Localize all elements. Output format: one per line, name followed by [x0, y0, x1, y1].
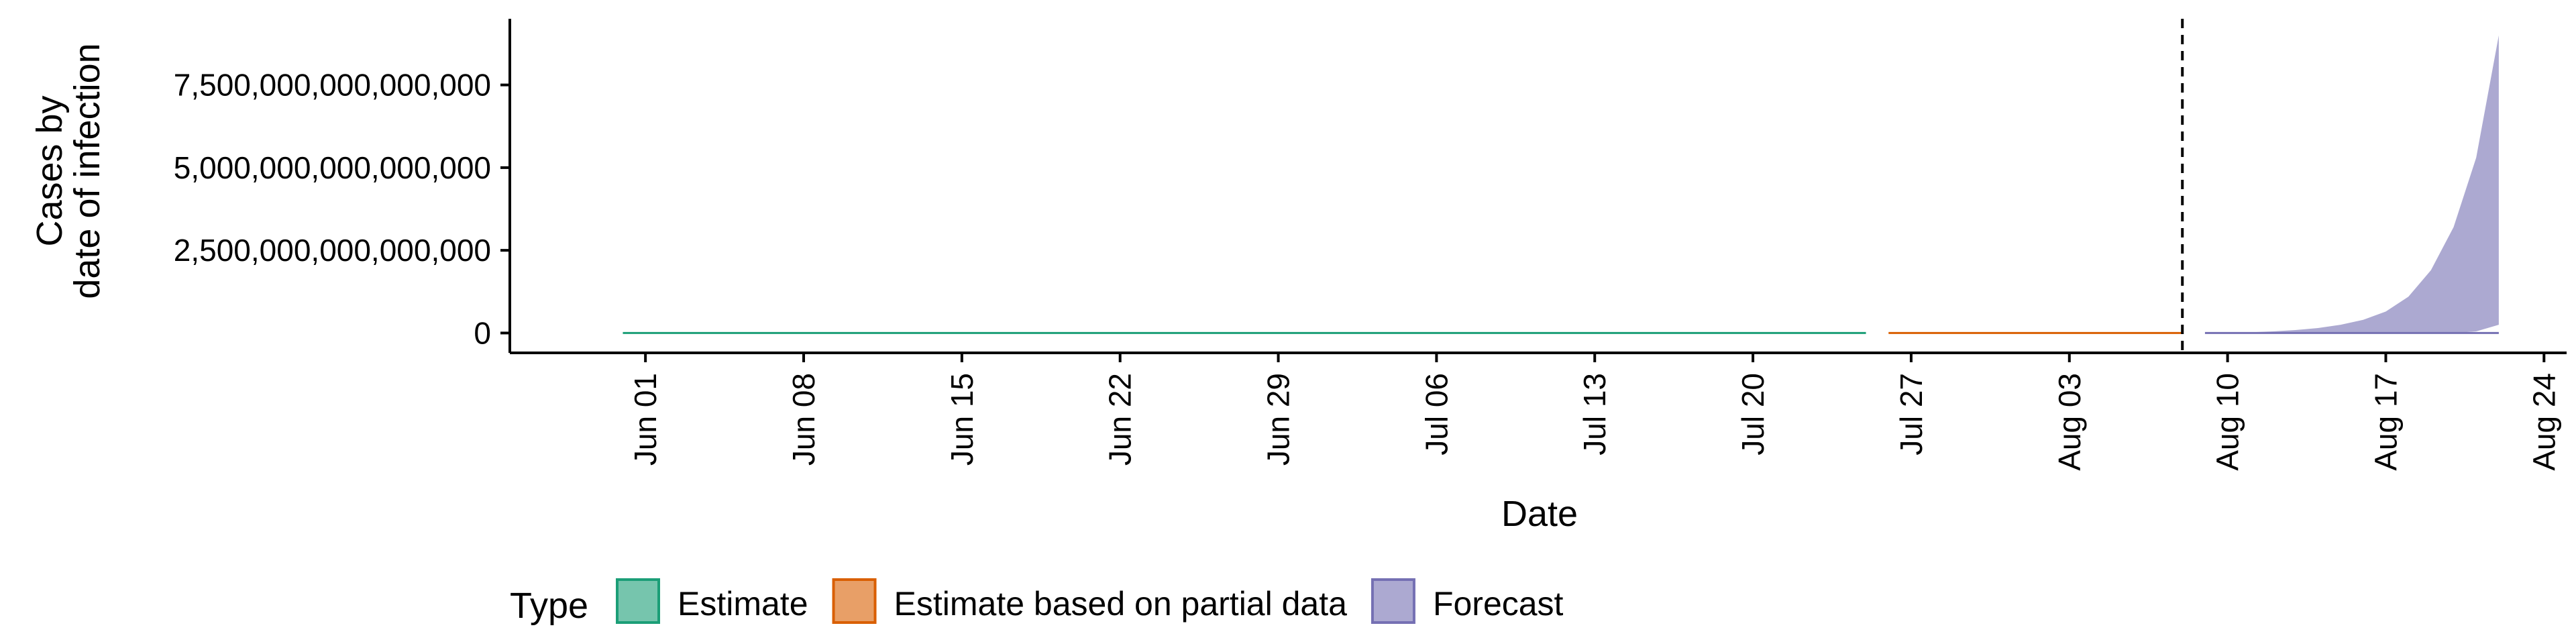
legend: Type Estimate Estimate based on partial d… — [510, 578, 1564, 626]
legend-swatch — [616, 578, 660, 624]
x-tick-label: Jul 20 — [1735, 373, 1770, 455]
x-tick-label: Jun 08 — [786, 373, 821, 466]
y-axis-title-line-1: Cases by — [30, 95, 70, 246]
legend-label: Forecast — [1433, 585, 1564, 623]
y-axis: 0 2,500,000,000,000,000 5,000,000,000,000,… — [174, 68, 510, 350]
y-tick-label: 0 — [474, 315, 491, 350]
legend-label: Estimate — [678, 585, 808, 623]
y-tick-label: 2,500,000,000,000,000 — [174, 233, 491, 268]
x-tick-label: Jul 13 — [1577, 373, 1612, 455]
x-tick-label: Jun 15 — [945, 373, 979, 466]
x-tick-label: Aug 17 — [2369, 373, 2404, 471]
legend-item: Estimate — [616, 578, 808, 624]
x-axis: Jun 01 Jun 08 Jun 15 Jun 22 Jun 29 Jul 06 Jul … — [628, 353, 2561, 471]
x-tick-label: Jul 27 — [1894, 373, 1929, 455]
x-tick-label: Jul 06 — [1419, 373, 1454, 455]
y-tick-label: 5,000,000,000,000,000 — [174, 150, 491, 185]
x-tick-label: Aug 24 — [2526, 373, 2561, 471]
x-tick-label: Aug 10 — [2210, 373, 2245, 471]
x-tick-label: Aug 03 — [2052, 373, 2087, 471]
x-axis-title: Date — [1501, 494, 1578, 534]
legend-title: Type — [510, 586, 588, 626]
legend-item: Forecast — [1371, 578, 1564, 624]
x-tick-label: Jun 22 — [1103, 373, 1138, 466]
band-2 — [2204, 35, 2499, 333]
x-tick-label: Jun 29 — [1261, 373, 1296, 466]
data-layer — [623, 35, 2499, 334]
legend-swatch — [832, 578, 877, 624]
legend-item: Estimate based on partial data — [832, 578, 1348, 624]
y-axis-title-line-2: date of infection — [67, 43, 107, 299]
legend-swatch — [1371, 578, 1415, 624]
legend-label: Estimate based on partial data — [894, 585, 1348, 623]
plot-area — [508, 19, 2567, 354]
y-tick-label: 7,500,000,000,000,000 — [174, 68, 491, 103]
x-tick-label: Jun 01 — [628, 373, 663, 466]
